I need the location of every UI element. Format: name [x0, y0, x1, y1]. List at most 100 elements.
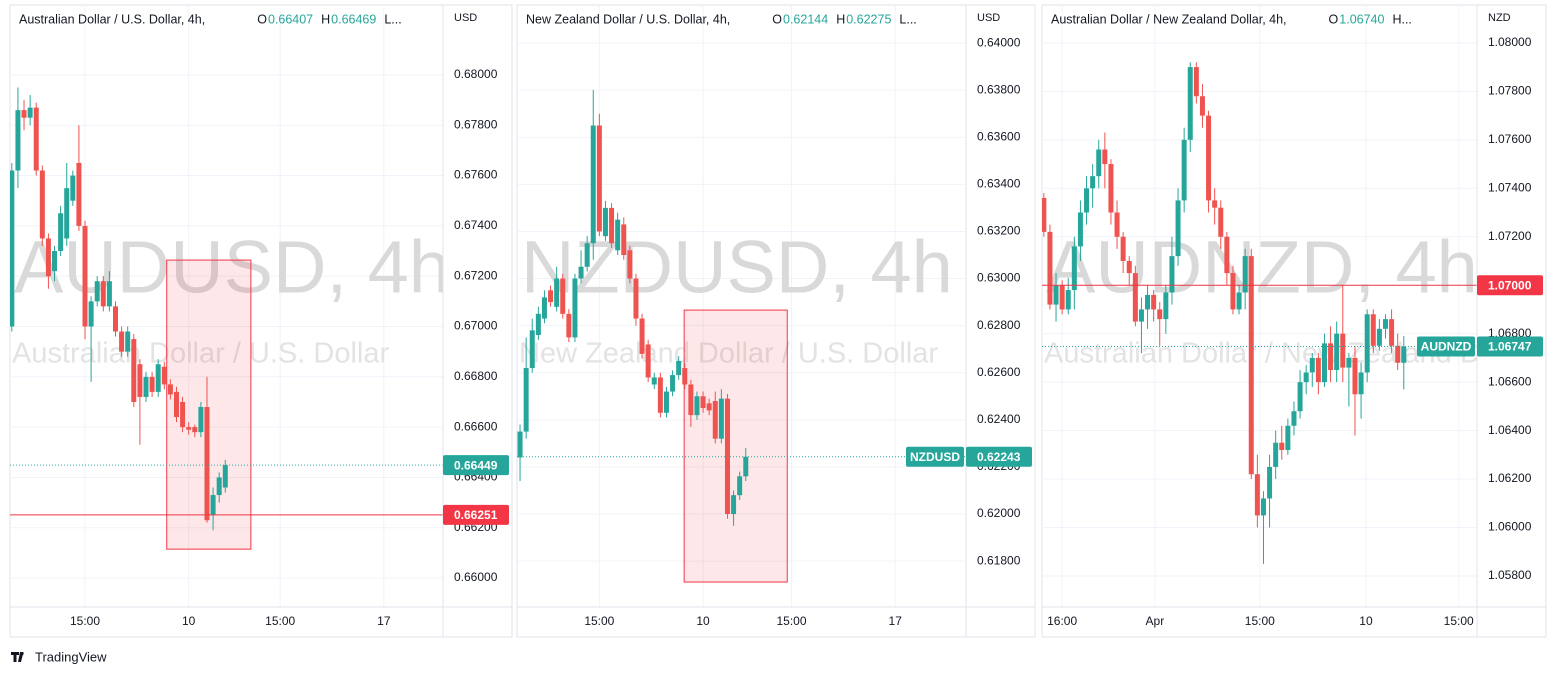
panel-frame [516, 4, 1036, 638]
candle-body [173, 391, 179, 418]
candle-body [1218, 207, 1224, 237]
candle-body [1090, 176, 1096, 189]
candle-body [1254, 474, 1260, 516]
y-tick-label: 0.64000 [977, 35, 1021, 49]
watermark: NZDUSD, 4h [521, 226, 953, 309]
candle-body [1358, 372, 1364, 395]
y-tick-label: 0.63200 [977, 224, 1021, 238]
candle-body [596, 125, 602, 232]
candle-body [572, 278, 578, 338]
symbol-tag: AUDNZD [1421, 340, 1472, 354]
y-tick-label: 0.68000 [454, 67, 498, 81]
candle-body [1199, 96, 1205, 116]
candle-body [602, 207, 608, 237]
tradingview-logo [11, 652, 24, 662]
candle-body [523, 368, 529, 432]
candle-body [204, 406, 210, 521]
y-tick-label: 0.63400 [977, 177, 1021, 191]
candle-body [1138, 309, 1144, 322]
candle-body [1352, 357, 1358, 395]
ohlc-key: L... [384, 12, 401, 26]
y-tick-label: 0.62400 [977, 412, 1021, 426]
candle-body [682, 368, 688, 385]
candle-body [676, 360, 682, 376]
watermark-subtitle: Australian Dollar / U.S. Dollar [12, 338, 389, 370]
candle-body [45, 238, 51, 277]
candle-body [615, 219, 621, 251]
candle-body [688, 384, 694, 416]
panel-frame [9, 4, 513, 638]
candle-body [1157, 309, 1163, 320]
chart-panel: NZDUSD, 4h New Zealand Dollar / U.S. Doll… [516, 4, 1036, 638]
candle-body [1248, 256, 1254, 475]
candle-body [15, 110, 21, 171]
chart-panel: AUDNZD, 4h Australian Dollar / New Zealan… [1041, 4, 1547, 638]
candle-body [1145, 294, 1151, 310]
candle-body [1071, 246, 1077, 291]
candle-body [1126, 260, 1132, 274]
y-tick-label: 0.63800 [977, 82, 1021, 96]
candle-body [535, 313, 541, 336]
candle-body [155, 364, 161, 392]
candle-body [1303, 372, 1309, 383]
candle-body [743, 456, 749, 477]
candle-body [554, 278, 560, 307]
price-label-box [443, 504, 509, 525]
y-tick-label: 0.63000 [977, 271, 1021, 285]
candle-body [192, 427, 198, 433]
candle-body [94, 281, 100, 302]
candle-body [33, 107, 39, 171]
price-label-box [966, 446, 1032, 467]
candle-body [210, 495, 216, 516]
candle-body [100, 281, 106, 307]
candle-body [1084, 188, 1090, 213]
candle-body [578, 266, 584, 279]
candle-body [1328, 343, 1334, 371]
price-label: 0.66251 [454, 508, 498, 522]
candle-body [1132, 273, 1138, 322]
candle-body [125, 331, 131, 352]
candle-body [39, 170, 45, 239]
candle-body [548, 290, 554, 303]
candle-body [149, 376, 155, 392]
chart-title: New Zealand Dollar / U.S. Dollar, 4h, [526, 12, 730, 26]
candle-body [609, 207, 615, 244]
candle-body [76, 162, 82, 226]
candle-body [1151, 294, 1157, 310]
y-tick-label: 1.07600 [1488, 132, 1532, 146]
x-tick-label: 10 [696, 614, 710, 628]
x-tick-label: 10 [1359, 614, 1373, 628]
candle-body [1267, 466, 1273, 499]
x-tick-label: 17 [889, 614, 903, 628]
y-tick-label: 1.06800 [1488, 326, 1532, 340]
last-price-label: 0.66449 [454, 458, 498, 472]
price-axis-unit: USD [977, 12, 1000, 24]
candle-body [1297, 382, 1303, 412]
ohlc-key: O [772, 12, 782, 26]
candle-body [167, 384, 173, 395]
candle-body [143, 376, 149, 397]
candle-body [1181, 139, 1187, 201]
ohlc-key: H... [1392, 12, 1411, 26]
candle-body [1163, 292, 1169, 320]
candle-body [737, 476, 743, 496]
ohlc-value: 0.62275 [846, 12, 891, 26]
x-tick-label: Apr [1146, 614, 1165, 628]
candle-body [621, 224, 627, 255]
footer-brand: TradingView [35, 649, 107, 664]
candle-body [1309, 357, 1315, 373]
candle-body [657, 377, 663, 413]
candle-body [1236, 292, 1242, 310]
candle-body [1279, 442, 1285, 450]
candle-body [1401, 346, 1407, 363]
candle-body [1273, 442, 1279, 467]
candle-body [58, 213, 64, 252]
y-tick-label: 0.66000 [454, 570, 498, 584]
candle-body [1053, 285, 1059, 305]
y-tick-label: 1.06400 [1488, 423, 1532, 437]
y-tick-label: 1.06000 [1488, 520, 1532, 534]
y-tick-label: 0.67000 [454, 319, 498, 333]
chart-title: Australian Dollar / U.S. Dollar, 4h, [19, 12, 205, 26]
